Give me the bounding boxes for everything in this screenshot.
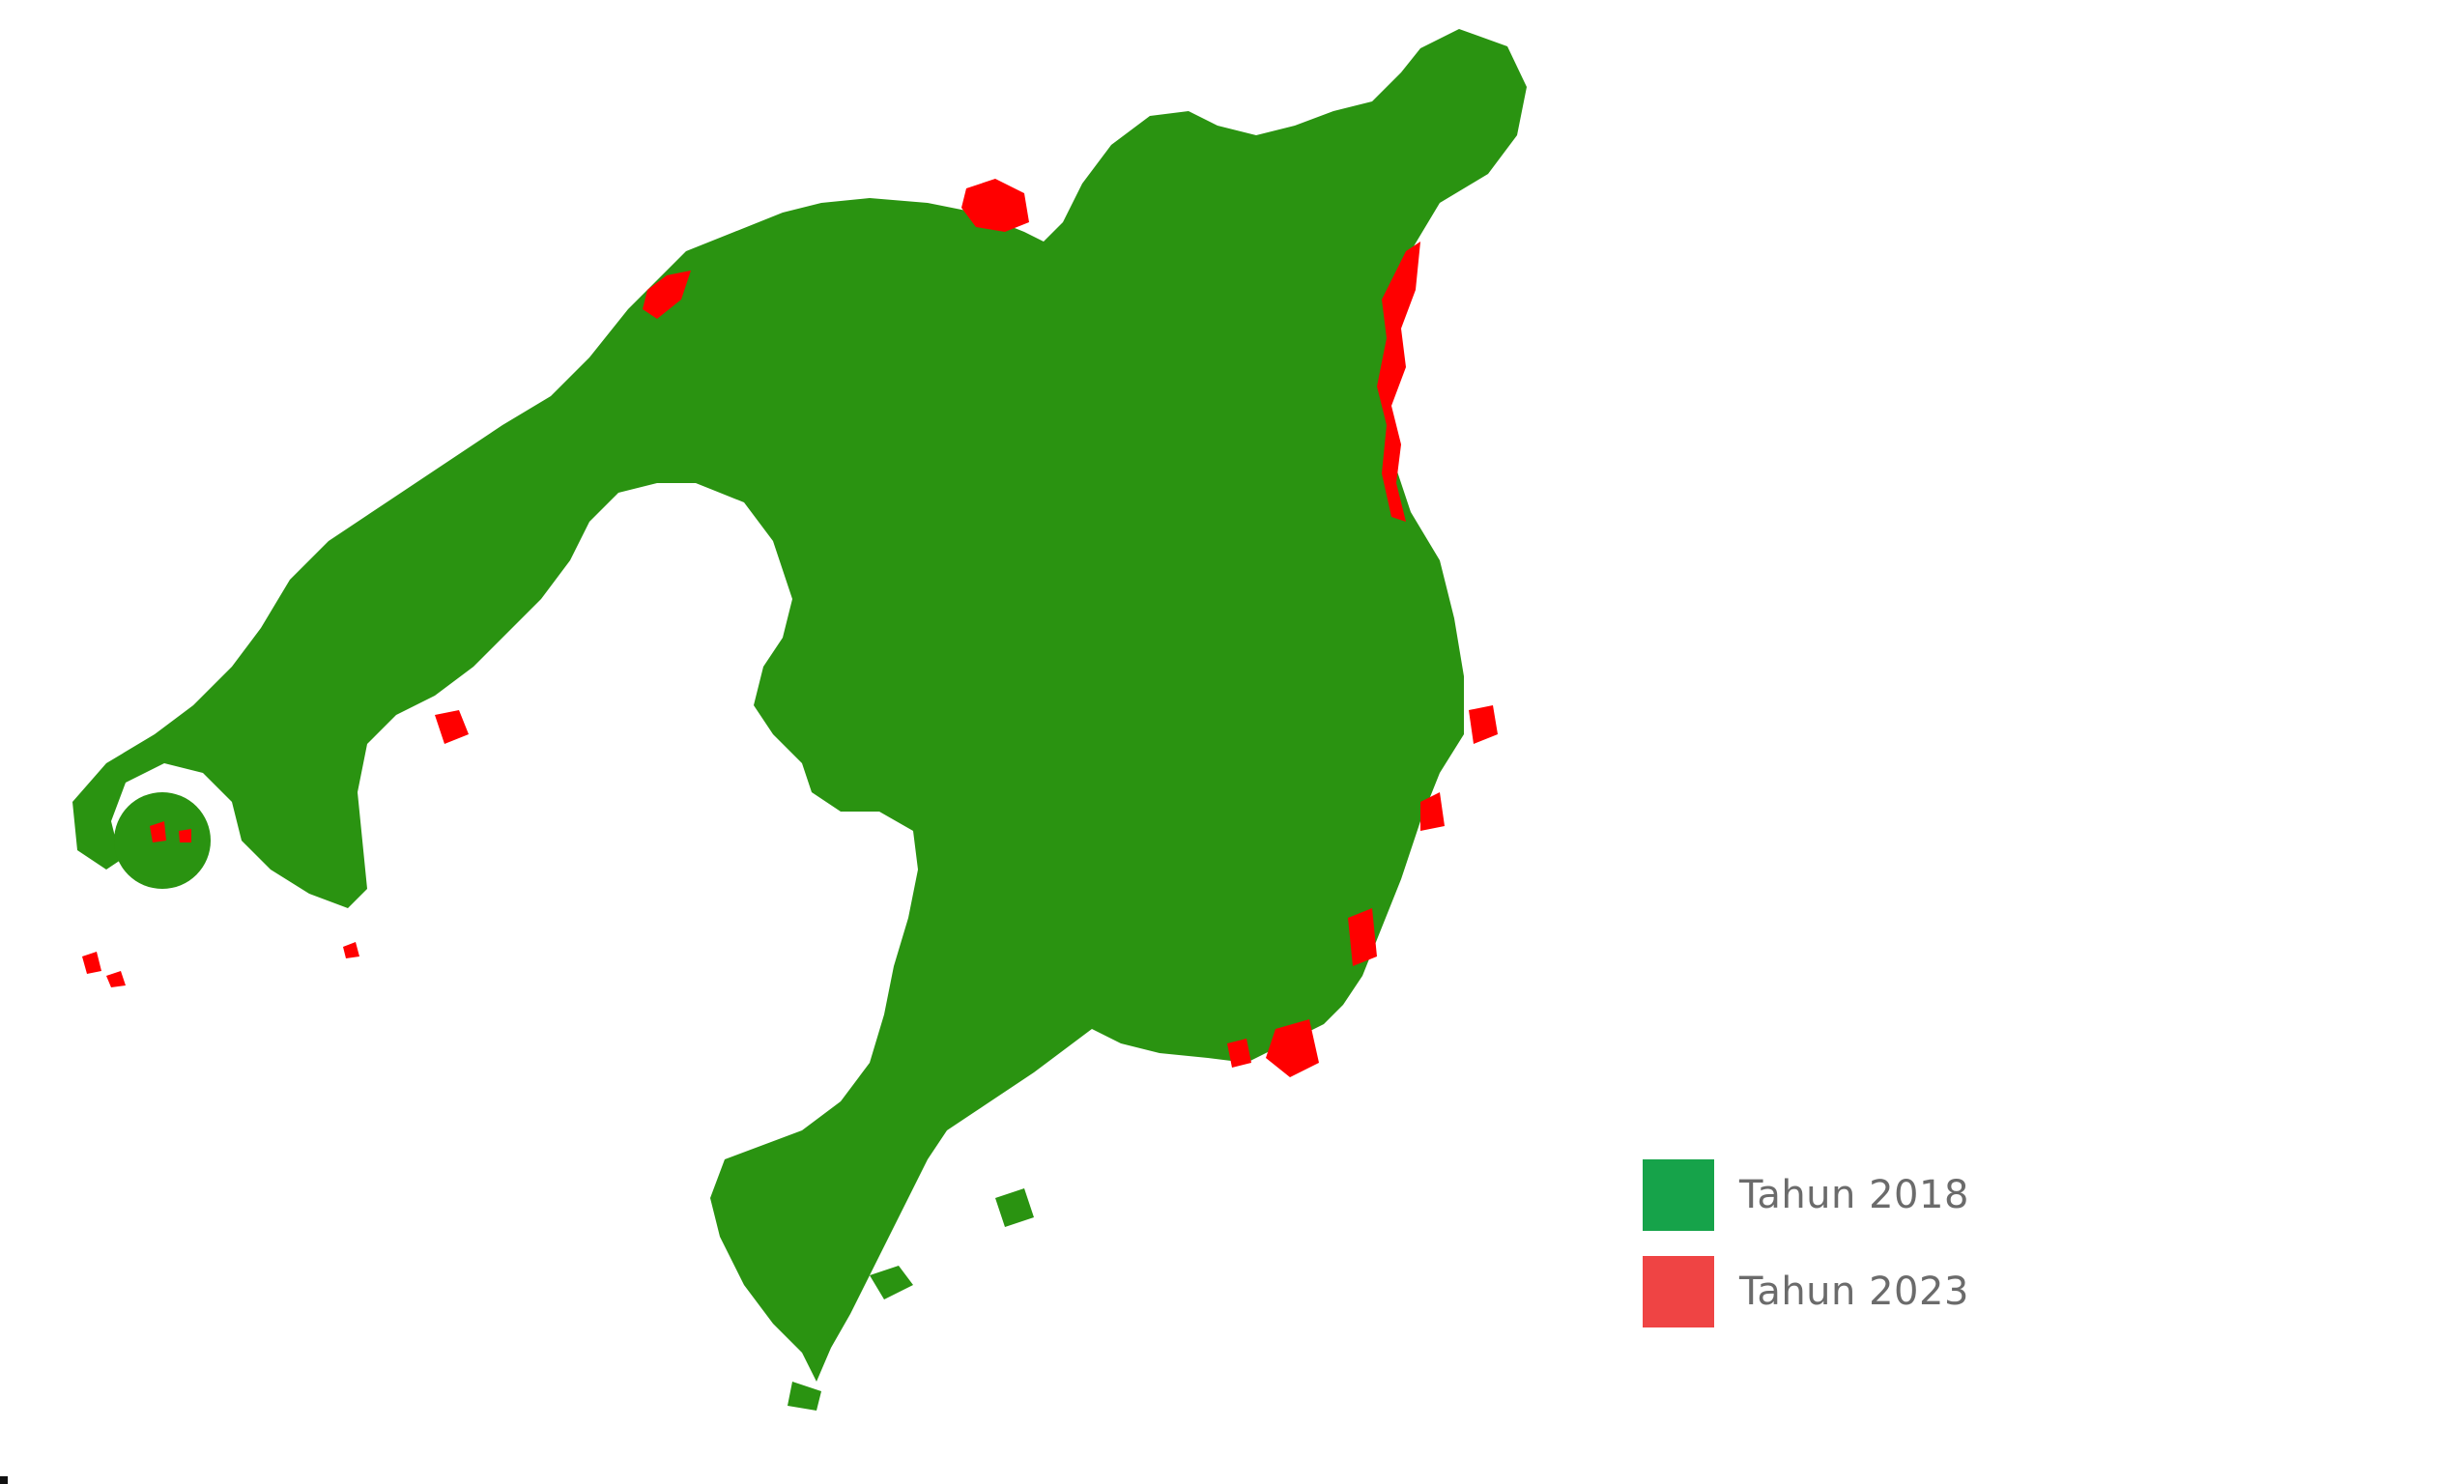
map-legend: Tahun 2018 Tahun 2023 (1643, 1159, 1969, 1327)
legend-label-2018: Tahun 2018 (1739, 1173, 1969, 1217)
change-area-southwest-bay (435, 710, 469, 744)
legend-item-2018: Tahun 2018 (1643, 1159, 1969, 1231)
change-area-southeast-coast (1227, 908, 1377, 1077)
islet-south-patches (788, 1188, 1034, 1411)
change-area-west-islet (150, 821, 191, 842)
legend-label-2023: Tahun 2023 (1739, 1270, 1969, 1314)
corner-mark (0, 1476, 8, 1484)
legend-swatch-2023 (1643, 1256, 1714, 1327)
legend-swatch-2018 (1643, 1159, 1714, 1231)
change-area-northwest-coast (643, 271, 691, 319)
change-area-east-coast-2 (1420, 705, 1498, 831)
change-area-west-fringe (82, 942, 359, 987)
island-landmass (72, 29, 1527, 1382)
legend-item-2023: Tahun 2023 (1643, 1256, 1969, 1327)
change-area-north-bay (961, 179, 1029, 232)
change-area-east-coast-1 (1377, 242, 1420, 522)
